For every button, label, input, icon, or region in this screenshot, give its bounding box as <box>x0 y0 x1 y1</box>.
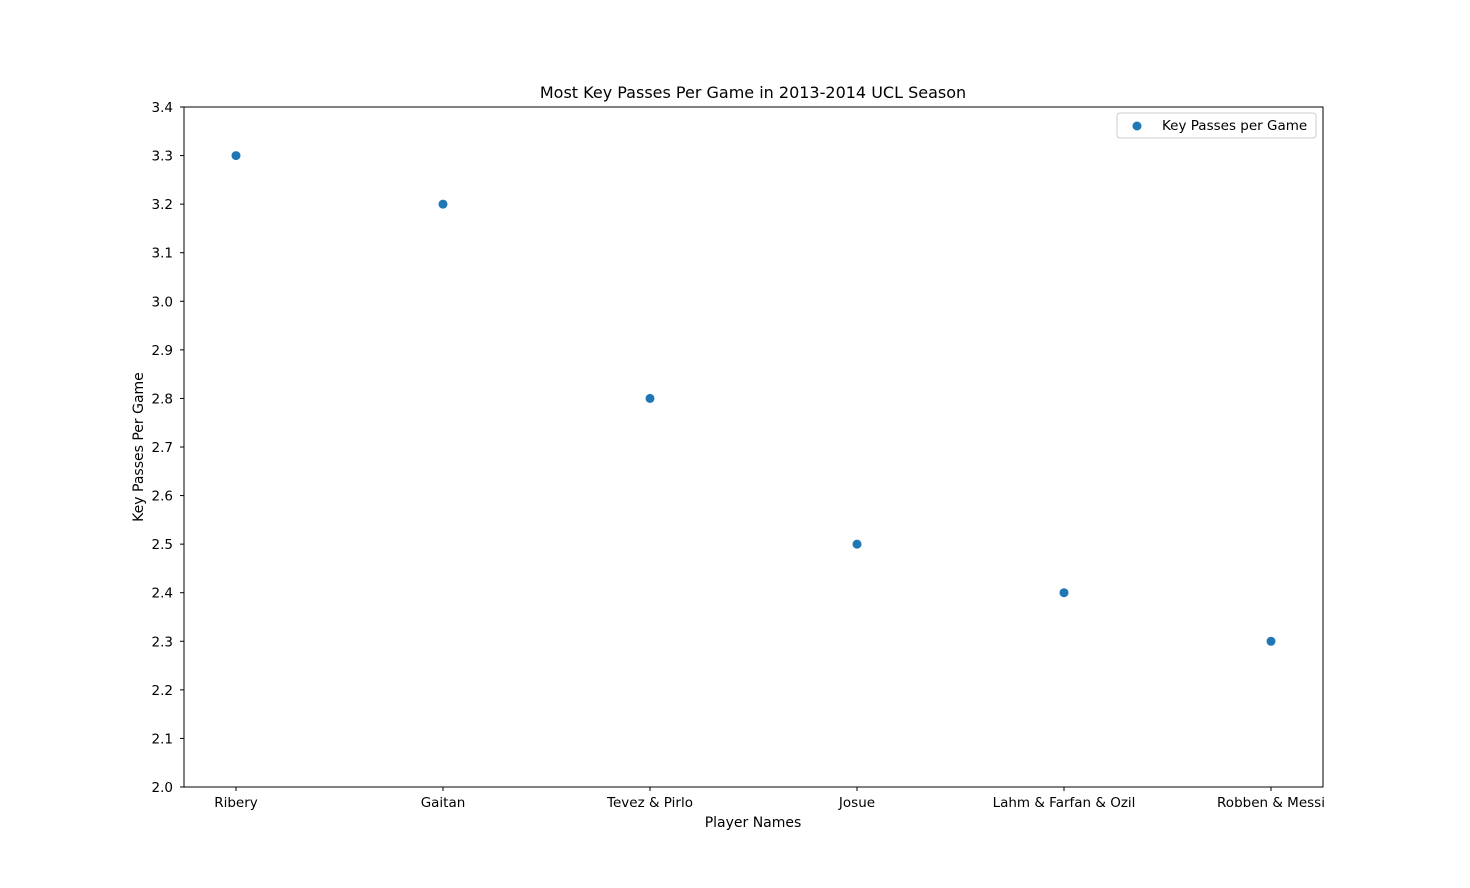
data-point <box>852 539 862 549</box>
y-tick-label: 3.4 <box>152 100 173 116</box>
chart-title: Most Key Passes Per Game in 2013-2014 UC… <box>540 83 966 102</box>
y-axis-ticks: 2.0 2.1 2.2 2.3 2.4 2.5 2.6 2.7 2.8 2.9 3.0 3.1 3.2 3… <box>152 100 184 796</box>
data-point <box>231 151 241 161</box>
y-tick-label: 2.9 <box>152 343 173 359</box>
data-points <box>231 151 1276 646</box>
y-tick-label: 2.0 <box>152 780 173 796</box>
plot-area-frame <box>183 106 1324 788</box>
y-tick-label: 3.1 <box>152 246 173 262</box>
y-tick-label: 2.7 <box>152 440 173 456</box>
x-tick-label: Tevez & Pirlo <box>606 795 693 811</box>
y-tick-label: 2.5 <box>152 537 173 553</box>
y-tick-label: 2.4 <box>152 586 173 602</box>
data-point <box>438 199 448 209</box>
legend-label: Key Passes per Game <box>1162 118 1307 134</box>
y-tick-label: 2.2 <box>152 683 173 699</box>
data-point <box>1266 636 1276 646</box>
y-tick-label: 2.8 <box>152 391 173 407</box>
x-tick-label: Ribery <box>214 795 258 811</box>
x-tick-label: Josue <box>838 795 875 811</box>
data-point <box>1059 588 1069 598</box>
y-tick-label: 3.2 <box>152 197 173 213</box>
y-tick-label: 2.3 <box>152 634 173 650</box>
x-axis-ticks: Ribery Gaitan Tevez & Pirlo Josue Lahm & Far… <box>214 787 1325 811</box>
x-axis-label: Player Names <box>705 815 802 831</box>
x-tick-label: Lahm & Farfan & Ozil <box>993 795 1136 811</box>
y-tick-label: 2.6 <box>152 489 173 505</box>
legend-box <box>1116 112 1317 139</box>
x-tick-label: Robben & Messi <box>1217 795 1325 811</box>
y-axis-label: Key Passes Per Game <box>131 372 147 522</box>
y-tick-label: 2.1 <box>152 731 173 747</box>
data-point <box>645 393 655 403</box>
legend-marker <box>1132 121 1142 131</box>
y-tick-label: 3.3 <box>152 149 173 165</box>
y-tick-label: 3.0 <box>152 294 173 310</box>
legend: Key Passes per Game <box>1116 112 1317 139</box>
x-tick-label: Gaitan <box>421 795 466 811</box>
